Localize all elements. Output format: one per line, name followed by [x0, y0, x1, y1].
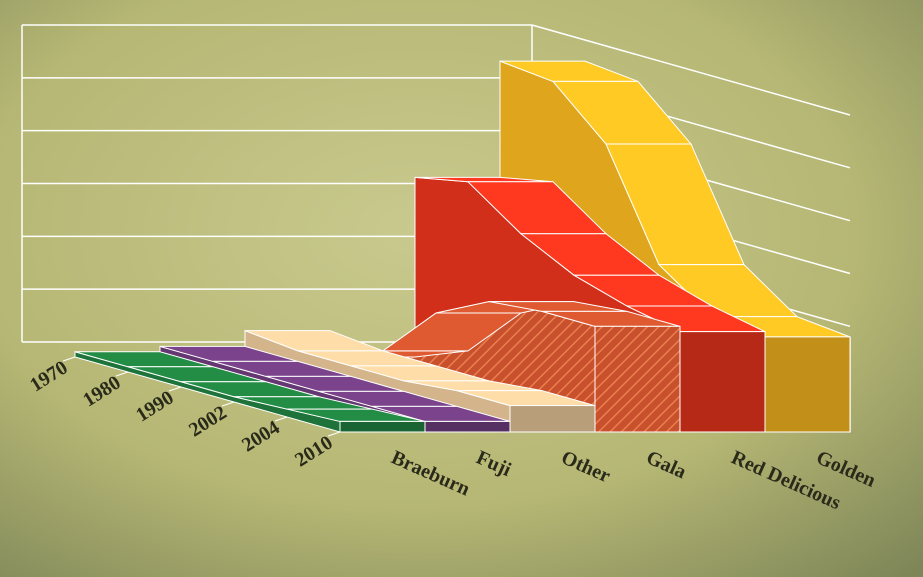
- floor-line: [274, 416, 288, 422]
- area-front: [509, 405, 596, 433]
- area-front: [679, 331, 766, 433]
- area-front: [764, 336, 851, 433]
- floor-line: [221, 401, 235, 407]
- area-front: [594, 325, 681, 433]
- area-front: [339, 420, 426, 433]
- floor-line: [62, 356, 76, 362]
- floor-line: [168, 386, 182, 392]
- area-front: [424, 420, 511, 433]
- floor-line: [115, 371, 129, 377]
- floor-line: [327, 431, 341, 437]
- grid-line: [531, 24, 851, 116]
